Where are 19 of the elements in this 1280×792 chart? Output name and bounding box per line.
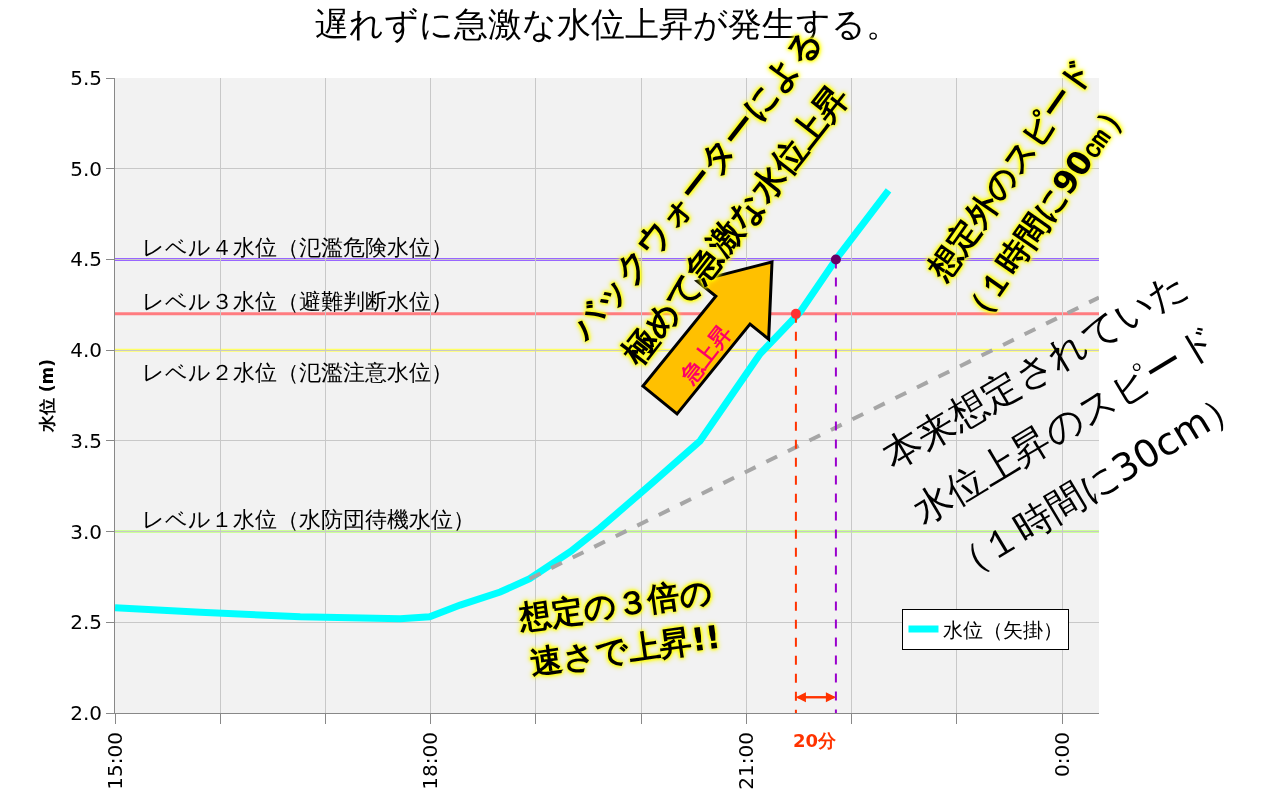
x-tick-label: 21:00 [733, 732, 758, 790]
y-tick-label: 4.0 [70, 338, 102, 363]
y-tick-label: 3.0 [70, 519, 102, 544]
text: 20分 [793, 730, 838, 751]
y-tick-label: 3.5 [70, 428, 102, 453]
x-tick-label: 15:00 [102, 732, 127, 790]
y-tick-label: 2.5 [70, 610, 102, 635]
y-tick-label: 2.0 [70, 701, 102, 725]
x-tick-label: 0:00 [1049, 732, 1074, 777]
legend-label: 水位（矢掛） [943, 617, 1064, 642]
y-tick-label: 5.5 [70, 66, 102, 90]
y-tick-label: 4.5 [70, 247, 102, 272]
y-tick-label: 5.0 [70, 156, 102, 181]
x-tick-label: 18:00 [418, 732, 443, 790]
ref-line-label: レベル４水位（氾濫危険水位） [142, 235, 453, 260]
ref-line-label: レベル３水位（避難判断水位） [142, 289, 453, 314]
ref-line-label: レベル１水位（水防団待機水位） [142, 507, 475, 532]
ref-line-label: レベル２水位（氾濫注意水位） [142, 360, 453, 385]
y-axis-title: 水位 (m) [36, 358, 57, 434]
